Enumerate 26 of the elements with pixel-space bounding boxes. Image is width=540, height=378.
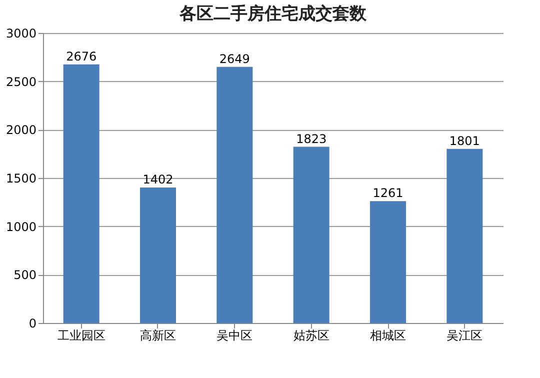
bar [216, 66, 253, 323]
bar [293, 146, 330, 323]
x-tick-label: 高新区 [140, 328, 176, 342]
data-label: 2676 [66, 49, 97, 64]
x-tick-label: 吴江区 [446, 328, 483, 342]
y-tick-label: 2000 [6, 123, 36, 138]
y-tick-label: 500 [14, 268, 36, 282]
bar [140, 187, 176, 323]
y-tick-label: 3000 [6, 26, 36, 40]
data-label: 1261 [372, 186, 404, 200]
data-label: 2649 [219, 52, 250, 66]
data-label: 1823 [296, 132, 327, 146]
data-label: 1801 [449, 134, 480, 148]
data-label: 1402 [142, 172, 174, 186]
x-tick-label: 工业园区 [57, 328, 106, 342]
y-tick-label: 1000 [6, 220, 36, 234]
y-tick-label: 0 [28, 316, 36, 330]
y-tick-label: 2500 [6, 74, 36, 89]
x-tick-label: 姑苏区 [293, 328, 330, 342]
bar [63, 64, 100, 323]
bar [446, 148, 483, 323]
chart-title: 各区二手房住宅成交套数 [178, 4, 368, 24]
x-tick-label: 吴中区 [216, 328, 253, 342]
y-tick-label: 1500 [6, 172, 36, 186]
bar [370, 201, 406, 323]
x-tick-label: 相城区 [370, 328, 406, 342]
